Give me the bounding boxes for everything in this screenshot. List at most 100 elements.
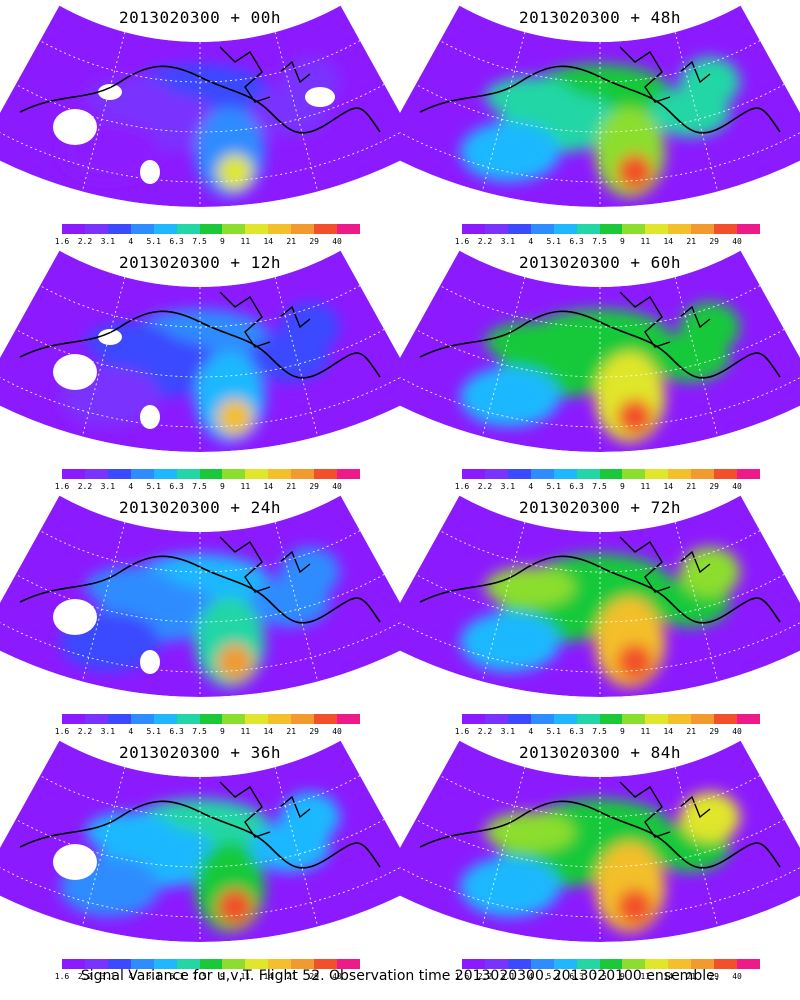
colorbar-tick-label: 21 [686, 237, 697, 246]
colorbar-swatch [199, 714, 223, 724]
colorbar [462, 959, 760, 969]
colorbar-tick-label: 3.1 [500, 482, 516, 491]
colorbar-swatch [176, 469, 200, 479]
colorbar-tick-label: 3.1 [100, 237, 116, 246]
colorbar-tick-label: 2.2 [77, 482, 93, 491]
colorbar-tick-label: 29 [309, 727, 319, 736]
colorbar-tick-label: 40 [732, 972, 742, 981]
coastline [19, 65, 381, 134]
colorbar-tick-label: 7.5 [592, 237, 607, 246]
variance-blob [460, 367, 560, 427]
colorbar-swatch [337, 224, 360, 234]
latitude-line [15, 574, 385, 623]
colorbar-swatch [176, 714, 200, 724]
variance-map [0, 5, 400, 207]
colorbar-swatch [599, 224, 623, 234]
colorbar-swatch [337, 714, 360, 724]
colorbar-swatch [62, 959, 85, 969]
colorbar-tick-label: 11 [240, 727, 251, 736]
colorbar-tick-label: 14 [663, 237, 674, 246]
colorbar-swatch [84, 469, 108, 479]
variance-map [400, 495, 800, 697]
colorbar-tick-label: 40 [732, 482, 742, 491]
latitude-line [400, 862, 800, 918]
coastline [419, 555, 781, 624]
missing-data-area [98, 84, 122, 100]
missing-data-area [53, 109, 97, 145]
latitude-line [0, 617, 400, 673]
colorbar-tick-label: 40 [732, 237, 742, 246]
colorbar-tick-label: 3.1 [500, 727, 516, 736]
colorbar-tick-label: 3.1 [500, 972, 516, 981]
colorbar-tick-label: 40 [332, 972, 342, 981]
colorbar-tick-label: 5.1 [146, 237, 161, 246]
colorbar-ticks: 1.6 2.2 3.1 4 5.1 6.3 7.5 9 11 14 21 29 40 [52, 482, 372, 494]
colorbar-tick-label: 29 [709, 237, 719, 246]
colorbar-ticks: 1.6 2.2 3.1 4 5.1 6.3 7.5 9 11 14 21 29 40 [52, 727, 372, 739]
colorbar [62, 469, 360, 479]
colorbar-swatch [668, 714, 692, 724]
colorbar-tick-label: 5.1 [546, 482, 561, 491]
colorbar-swatch [530, 714, 554, 724]
colorbar-swatch [268, 714, 292, 724]
latitude-line [39, 775, 361, 818]
variance-map [400, 5, 800, 207]
colorbar-tick-label: 1.6 [54, 727, 70, 736]
colorbar-tick-label: 14 [263, 727, 274, 736]
latitude-line [39, 285, 361, 328]
colorbar-tick-label: 11 [240, 972, 251, 981]
colorbar-swatch [268, 959, 292, 969]
coastline [19, 310, 381, 379]
colorbar-tick-label: 29 [309, 237, 319, 246]
colorbar-swatch [737, 959, 760, 969]
colorbar-swatch [222, 714, 246, 724]
colorbar-swatch [645, 714, 669, 724]
colorbar-swatch [107, 714, 131, 724]
latitude-line [415, 574, 785, 623]
panel-title: 2013020300 + 36h [118, 743, 282, 762]
latitude-line [0, 372, 400, 428]
map-panel: 2013020300 + 24h 1.6 2.2 3.1 4 5.1 6.3 7.5 9 11 14… [0, 492, 400, 737]
figure-caption: Signal Variance for u,v,T. Flight 52. Ob… [80, 968, 720, 984]
colorbar-tick-label: 3.1 [500, 237, 516, 246]
latitude-line [415, 329, 785, 378]
colorbar-swatch [737, 224, 760, 234]
colorbar-swatch [622, 714, 646, 724]
colorbar-tick-label: 40 [332, 482, 342, 491]
missing-data-area [305, 87, 335, 107]
colorbar-swatch [599, 469, 623, 479]
missing-data-area [53, 599, 97, 635]
colorbar-swatch [668, 224, 692, 234]
colorbar-tick-label: 21 [286, 237, 297, 246]
colorbar-tick-label: 6.3 [569, 727, 584, 736]
colorbar-tick-label: 1.6 [454, 237, 470, 246]
colorbar-tick-label: 6.3 [569, 972, 584, 981]
colorbar-tick-label: 5.1 [546, 727, 561, 736]
colorbar-swatch [130, 224, 154, 234]
variance-blob [485, 77, 575, 117]
colorbar-swatch [645, 224, 669, 234]
colorbar-tick-label: 4 [528, 727, 534, 736]
colorbar-swatch [691, 224, 715, 234]
coastline [219, 46, 311, 103]
variance-blob [460, 612, 560, 672]
latitude-line [0, 862, 400, 918]
colorbar-tick-label: 2.2 [477, 237, 493, 246]
colorbar-swatch [599, 959, 623, 969]
colorbar-swatch [576, 959, 600, 969]
latitude-line [400, 372, 800, 428]
colorbar-tick-label: 2.2 [477, 482, 493, 491]
colorbar-swatch [199, 469, 223, 479]
colorbar-swatch [645, 959, 669, 969]
colorbar-tick-label: 5.1 [546, 237, 561, 246]
variance-map [400, 250, 800, 452]
colorbar-tick-label: 5.1 [146, 482, 161, 491]
variance-map [400, 740, 800, 942]
map-panel: 2013020300 + 00h 1.6 2.2 3.1 4 5.1 6.3 7.5 9 11 14… [0, 2, 400, 247]
colorbar-swatch [576, 714, 600, 724]
colorbar-swatch [107, 469, 131, 479]
colorbar-tick-label: 4 [128, 972, 134, 981]
colorbar-tick-label: 14 [263, 972, 274, 981]
colorbar-tick-label: 14 [663, 482, 674, 491]
colorbar-tick-label: 29 [709, 727, 719, 736]
